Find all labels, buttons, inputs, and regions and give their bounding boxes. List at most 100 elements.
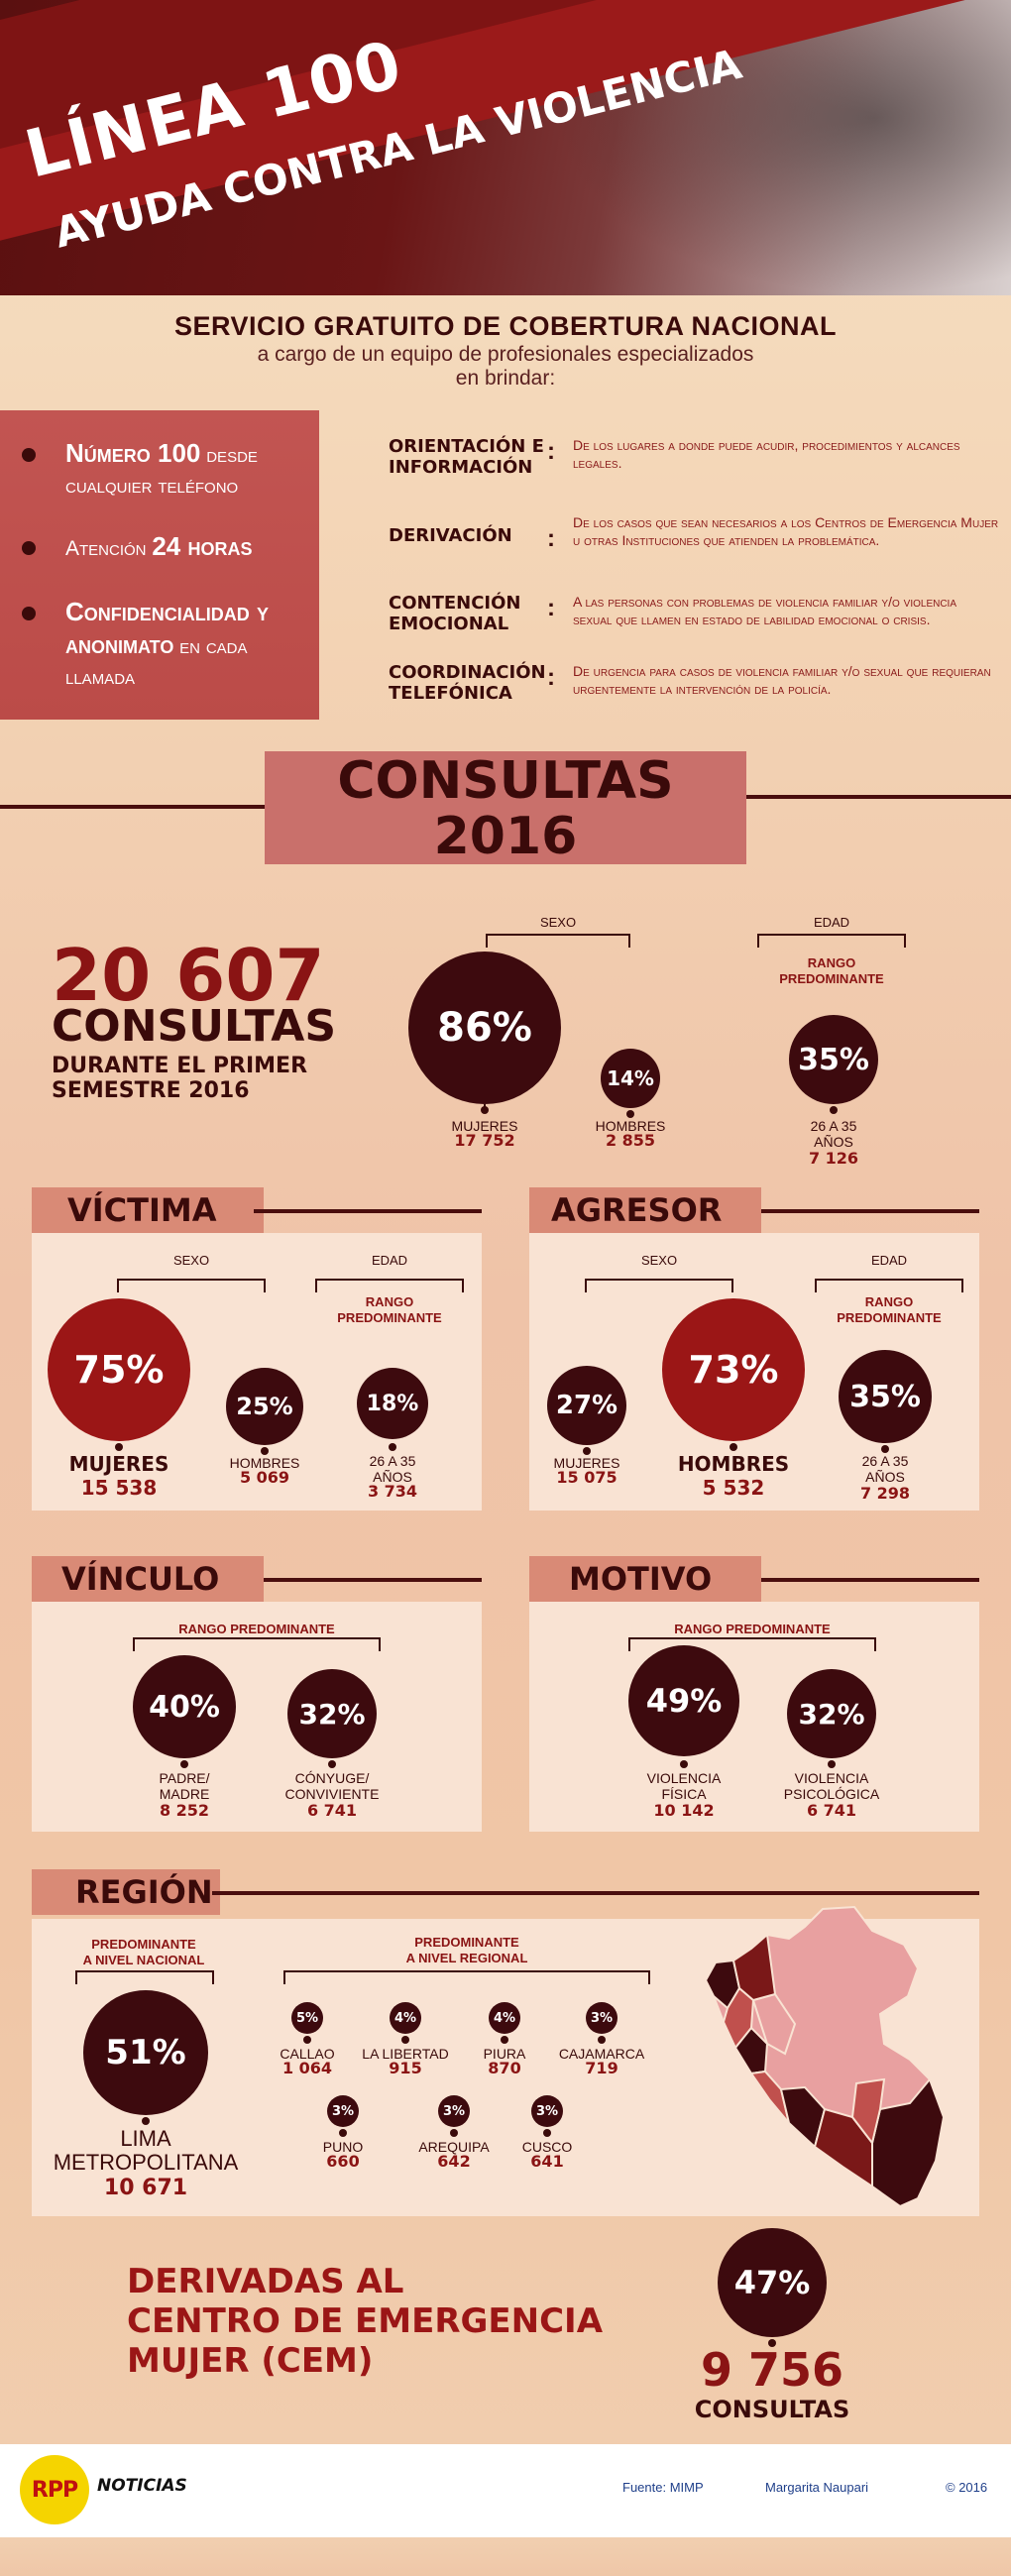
mujeres-value: 17 752 <box>454 1131 515 1150</box>
rango-label: RANGO PREDOMINANTE <box>178 1622 335 1636</box>
total-desc-line2: SEMESTRE 2016 <box>52 1078 250 1103</box>
edad-label: EDAD <box>870 1253 908 1268</box>
derivadas-line1: DERIVADAS AL <box>127 2262 404 2301</box>
feature-text: desde cualquier teléfono <box>65 444 258 498</box>
stem-dot <box>626 1110 634 1118</box>
intro-line-1: a cargo de un equipo de profesionales es… <box>257 343 754 366</box>
label-line2: A NIVEL REGIONAL <box>405 1951 528 1965</box>
puno-circle: 3% <box>327 2095 359 2127</box>
bullet-icon <box>22 541 36 555</box>
la-libertad-value: 915 <box>389 2059 422 2077</box>
callao-value: 1 064 <box>281 2059 333 2077</box>
edad-line1: 26 A 35 <box>861 1453 909 1469</box>
victima-mujeres-value: 15 538 <box>80 1476 158 1500</box>
stem-dot <box>481 1106 489 1114</box>
agresor-mujeres-circle: 27% <box>547 1366 626 1445</box>
divider <box>264 1578 482 1582</box>
hombres-label: HOMBRES <box>595 1118 666 1134</box>
victima-mujeres-circle: 75% <box>48 1298 190 1441</box>
mujeres-circle: 86% <box>408 952 561 1104</box>
bullet-icon <box>22 448 36 462</box>
label-line1: VIOLENCIA <box>646 1770 722 1786</box>
vinculo-padre-value: 8 252 <box>159 1801 210 1820</box>
label-line2: MADRE <box>159 1786 210 1802</box>
stem-dot <box>115 1443 123 1451</box>
victima-title: VÍCTIMA <box>67 1191 217 1229</box>
arequipa-circle: 3% <box>438 2095 470 2127</box>
stem-dot <box>828 1760 836 1768</box>
label-line2: METROPOLITANA <box>53 2150 239 2175</box>
divider <box>761 1578 979 1582</box>
divider <box>254 1209 482 1213</box>
label-line2: CONVIVIENTE <box>284 1786 380 1802</box>
service-label: CONTENCIÓN EMOCIONAL <box>389 593 521 634</box>
vinculo-tab <box>32 1556 264 1602</box>
footer <box>0 2444 1011 2537</box>
stem-dot <box>401 2036 409 2044</box>
stem-dot <box>830 1106 838 1114</box>
total-number: 20 607 <box>52 934 325 1017</box>
bracket <box>133 1637 381 1651</box>
bracket <box>117 1279 266 1292</box>
peru-map-icon <box>706 1905 946 2208</box>
agresor-edad-circle: 35% <box>839 1350 932 1443</box>
bottom-band <box>0 2537 1011 2576</box>
rpp-logo-text[interactable]: NOTICIAS <box>97 2476 187 2496</box>
stem-dot <box>142 2117 150 2125</box>
motivo-fisica-value: 10 142 <box>653 1801 715 1820</box>
service-desc: De los casos que sean necesarios a los C… <box>573 514 999 548</box>
victima-edad-circle: 18% <box>357 1368 428 1439</box>
label-line2: A NIVEL NACIONAL <box>82 1953 205 1967</box>
service-label: DERIVACIÓN <box>389 525 512 546</box>
edad-line2: AÑOS <box>373 1469 412 1485</box>
feature-item: Atención 24 horas <box>22 531 309 564</box>
consultas-box <box>265 751 746 864</box>
header-banner: LÍNEA 100 AYUDA CONTRA LA VIOLENCIA <box>0 0 1011 295</box>
stem-dot <box>583 1447 591 1455</box>
intro-title: SERVICIO GRATUITO DE COBERTURA NACIONAL <box>173 311 838 341</box>
rango-line1: RANGO <box>365 1294 414 1309</box>
bracket <box>757 934 906 948</box>
rango-label: RANGO PREDOMINANTE <box>815 1294 963 1326</box>
stem-dot <box>680 1760 688 1768</box>
vinculo-panel <box>32 1602 482 1832</box>
stem-dot <box>730 1443 737 1451</box>
rpp-logo[interactable]: RPP <box>20 2455 89 2524</box>
feature-bold: Número 100 <box>65 438 201 468</box>
service-colon: : <box>547 525 555 552</box>
consultas-title: CONSULTAS 2016 <box>265 751 746 864</box>
lima-value: 10 671 <box>103 2176 188 2200</box>
stem-dot <box>389 1443 396 1451</box>
arequipa-value: 642 <box>437 2152 471 2171</box>
edad-line2: AÑOS <box>865 1469 905 1485</box>
piura-value: 870 <box>488 2059 521 2077</box>
service-colon: : <box>547 664 555 691</box>
edad-line1: 26 A 35 <box>810 1118 857 1134</box>
motivo-psicologica-value: 6 741 <box>806 1801 857 1820</box>
callao-label: CALLAO <box>280 2046 335 2062</box>
bracket <box>315 1279 464 1292</box>
arequipa-label: AREQUIPA <box>418 2139 490 2155</box>
bracket <box>585 1279 733 1292</box>
derivadas-line3: MUJER (CEM) <box>127 2341 374 2381</box>
derivadas-title: DERIVADAS AL CENTRO DE EMERGENCIA MUJER … <box>127 2262 603 2381</box>
cusco-circle: 3% <box>531 2095 563 2127</box>
rango-label: RANGO PREDOMINANTE <box>674 1622 831 1636</box>
stem-dot <box>303 2036 311 2044</box>
consultas-title-line2: 2016 <box>433 807 578 866</box>
rango-line1: RANGO <box>807 955 856 970</box>
divider <box>0 805 282 809</box>
regional-label: PREDOMINANTE A NIVEL REGIONAL <box>283 1935 650 1966</box>
service-label: ORIENTACIÓN E INFORMACIÓN <box>389 436 544 478</box>
source-text: Fuente: MIMP <box>622 2480 704 2495</box>
cusco-value: 641 <box>530 2152 564 2171</box>
rango-line2: PREDOMINANTE <box>779 971 884 986</box>
rango-label: RANGO PREDOMINANTE <box>757 955 906 987</box>
motivo-tab <box>529 1556 761 1602</box>
derivadas-line2: CENTRO DE EMERGENCIA <box>127 2301 604 2341</box>
feature-text: Atención <box>65 537 153 560</box>
victima-hombres-label: HOMBRES <box>229 1455 300 1471</box>
label-line2: PSICOLÓGICA <box>783 1786 880 1802</box>
rango-line2: PREDOMINANTE <box>337 1310 442 1325</box>
stem-dot <box>598 2036 606 2044</box>
